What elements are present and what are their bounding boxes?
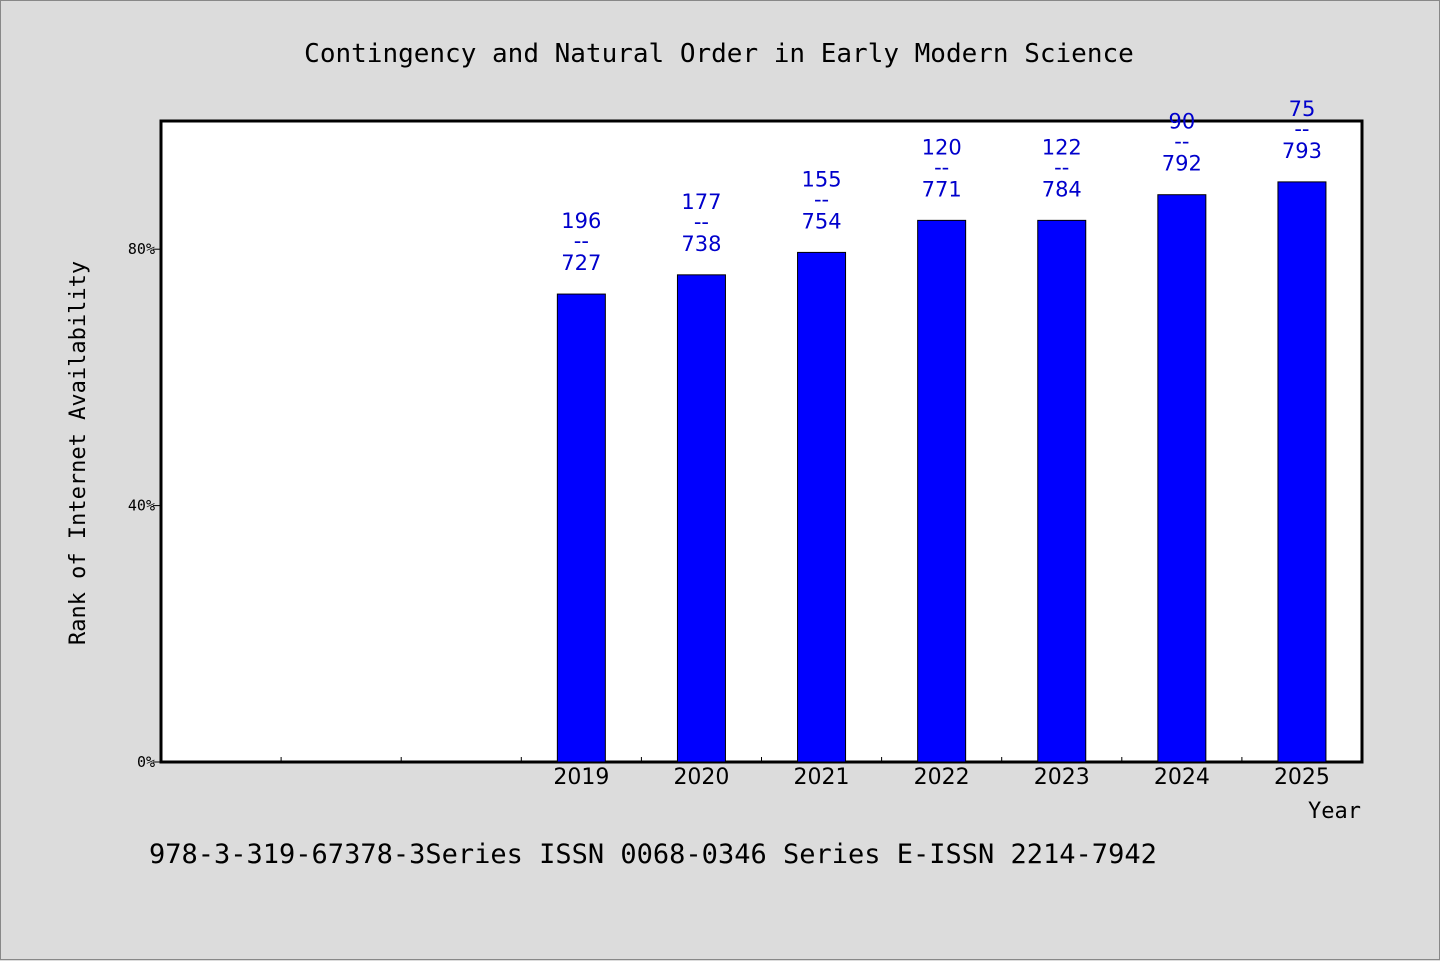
data-label-bottom: 738	[681, 232, 721, 256]
x-tick-label: 2023	[1034, 765, 1090, 790]
bar-2021	[797, 251, 847, 763]
bar-2025	[1277, 181, 1327, 763]
data-label-separator: --	[1054, 155, 1069, 179]
data-label-bottom: 792	[1162, 152, 1202, 176]
y-tick-label: 40%	[128, 497, 155, 515]
y-tick-label: 0%	[137, 753, 155, 771]
data-label-bottom: 771	[922, 177, 962, 201]
footer-isbn-issn: 978-3-319-67378-3Series ISSN 0068-0346 S…	[149, 839, 1157, 870]
data-label-separator: --	[1174, 130, 1189, 154]
x-axis: 2019 2020 2021 2022 2023 2024 2025	[280, 757, 1330, 790]
bar-2020	[676, 274, 726, 763]
x-tick-label: 2024	[1154, 765, 1210, 790]
data-label-top: 120	[922, 135, 962, 159]
data-labels: 196--727177--738155--754120--771122--784…	[561, 97, 1322, 275]
x-tick-label: 2019	[553, 765, 609, 790]
y-tick-label: 80%	[128, 240, 155, 258]
bar-2024	[1157, 194, 1207, 763]
data-label-separator: --	[694, 210, 709, 234]
bar-series	[556, 181, 1327, 763]
data-label-bottom: 754	[802, 209, 842, 233]
x-tick-label: 2021	[794, 765, 850, 790]
data-label-separator: --	[934, 155, 949, 179]
x-axis-title: Year	[1308, 799, 1361, 824]
x-tick-label: 2025	[1274, 765, 1330, 790]
data-label-bottom: 784	[1042, 177, 1082, 201]
bar-2022	[917, 219, 967, 763]
chart-title: Contingency and Natural Order in Early M…	[304, 39, 1134, 69]
x-tick-label: 2020	[673, 765, 729, 790]
data-label-bottom: 727	[561, 251, 601, 275]
data-label-top: 196	[561, 209, 601, 233]
bar-2023	[1037, 219, 1087, 763]
data-label-separator: --	[574, 229, 589, 253]
data-label-separator: --	[814, 187, 829, 211]
data-label-top: 75	[1289, 97, 1316, 121]
data-label-top: 90	[1168, 110, 1195, 134]
y-axis-title: Rank of Internet Availability	[66, 261, 91, 645]
data-label-top: 177	[681, 190, 721, 214]
bar-2019	[556, 293, 606, 763]
x-tick-label: 2022	[914, 765, 970, 790]
data-label-top: 155	[802, 167, 842, 191]
data-label-separator: --	[1294, 117, 1309, 141]
data-label-bottom: 793	[1282, 139, 1322, 163]
y-axis: 0% 40% 80%	[128, 240, 161, 771]
data-label-top: 122	[1042, 135, 1082, 159]
